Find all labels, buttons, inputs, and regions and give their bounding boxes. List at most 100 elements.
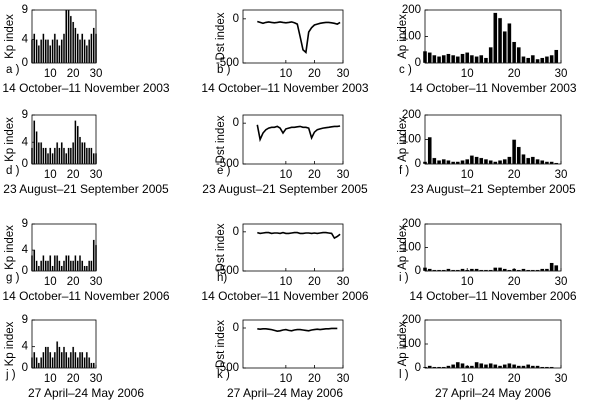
bar [51, 152, 54, 165]
x-tick-label: 30 [90, 373, 103, 385]
y-tick-label: 0 [22, 362, 28, 374]
panel: 0 100 200 10 20 30 f ) Ap index 23 August–21 Sep… [397, 109, 576, 196]
bar [53, 33, 57, 64]
panel-label: l ) [399, 369, 409, 381]
bar [33, 33, 36, 64]
panel-label: g ) [6, 272, 20, 284]
bar [78, 136, 82, 165]
y-tick-label: 200 [402, 109, 421, 121]
x-tick-label: 20 [508, 68, 521, 80]
bar [74, 27, 77, 64]
bar [90, 147, 93, 165]
plot-frame [242, 114, 344, 165]
caption: 27 April–24 May 2006 [28, 386, 144, 400]
bar [81, 33, 84, 64]
bar [525, 157, 531, 165]
panel: 0 4 9 10 20 30 j ) Kp index 27 April–24 May 2006 [4, 314, 144, 400]
panel-label: k ) [217, 369, 230, 381]
bar [62, 33, 66, 64]
x-tick-label: 10 [44, 169, 57, 181]
bar [42, 147, 45, 165]
x-tick-label: 10 [279, 276, 292, 288]
y-tick-label: 9 [22, 109, 28, 121]
x-tick-label: 30 [337, 169, 350, 181]
y-tick-label: 0 [22, 158, 28, 170]
bar [69, 147, 73, 165]
bar [549, 54, 554, 64]
bar [71, 346, 75, 369]
bar [544, 56, 550, 64]
bar [92, 152, 95, 165]
y-axis-label: Ap index [397, 117, 409, 162]
dst-line [257, 231, 341, 240]
bar [455, 56, 461, 64]
bar [37, 362, 41, 369]
dst-line [257, 20, 341, 55]
bar [474, 156, 479, 165]
bar [488, 46, 493, 64]
x-tick-label: 10 [279, 68, 292, 80]
panel: 0 100 200 10 20 30 c ) Ap index 14 October–11 No… [397, 4, 577, 95]
bar [535, 158, 540, 165]
bar [39, 260, 43, 272]
caption: 14 October–11 November 2006 [409, 289, 577, 303]
x-tick-label: 30 [337, 373, 350, 385]
bar [427, 52, 432, 64]
bar [483, 158, 489, 165]
y-tick-label: 200 [402, 314, 421, 326]
bar [83, 357, 86, 369]
bar [85, 45, 89, 64]
bar [474, 56, 479, 64]
bar [44, 260, 47, 272]
x-tick-label: 20 [508, 276, 521, 288]
bar [525, 364, 531, 369]
y-tick-label: 0 [22, 265, 28, 277]
bar [483, 364, 489, 369]
panel: 0 4 9 10 20 30 g ) Kp index 14 October–11 Novemb… [2, 218, 170, 303]
y-tick-label: 4 [22, 33, 29, 45]
bar [69, 15, 73, 64]
bar [46, 39, 50, 64]
bar [460, 160, 465, 165]
bar [51, 357, 54, 369]
x-tick-label: 20 [308, 276, 321, 288]
bar [37, 265, 41, 272]
plot-frame [31, 319, 97, 369]
y-tick-label: 0 [233, 322, 239, 334]
bar [87, 147, 91, 165]
panel: 0 4 9 10 20 30 d ) Kp index 23 August–21 Septemb… [3, 109, 169, 196]
bar [493, 364, 498, 369]
bar [87, 39, 91, 64]
bar [51, 265, 54, 272]
y-axis-label: Ap index [397, 321, 409, 366]
x-tick-label: 20 [67, 169, 80, 181]
y-tick-label: 100 [402, 338, 421, 350]
bar [74, 120, 77, 165]
bar [67, 147, 70, 165]
bar [521, 153, 526, 165]
x-tick-label: 20 [308, 373, 321, 385]
bar [60, 351, 63, 369]
bar [479, 157, 484, 165]
panel-label: h) [217, 272, 227, 284]
x-tick-label: 30 [555, 169, 568, 181]
bar [42, 351, 45, 369]
y-tick-label: 9 [22, 4, 28, 16]
plot-frame [242, 9, 344, 64]
y-tick-label: -500 [216, 362, 239, 374]
bar [450, 54, 456, 64]
plot-frame [424, 114, 562, 165]
panel-label: f ) [399, 165, 409, 177]
bar [493, 267, 498, 272]
y-tick-label: 0 [233, 13, 239, 25]
bar [502, 364, 507, 369]
y-tick-label: -500 [216, 158, 239, 170]
y-tick-label: 0 [233, 117, 239, 129]
bar [554, 49, 559, 64]
plot-frame [242, 223, 344, 272]
bar [446, 160, 451, 165]
panel-label: i ) [399, 272, 409, 284]
caption: 14 October–11 November 2003 [2, 81, 170, 95]
bar [83, 142, 86, 165]
bar [488, 160, 493, 165]
